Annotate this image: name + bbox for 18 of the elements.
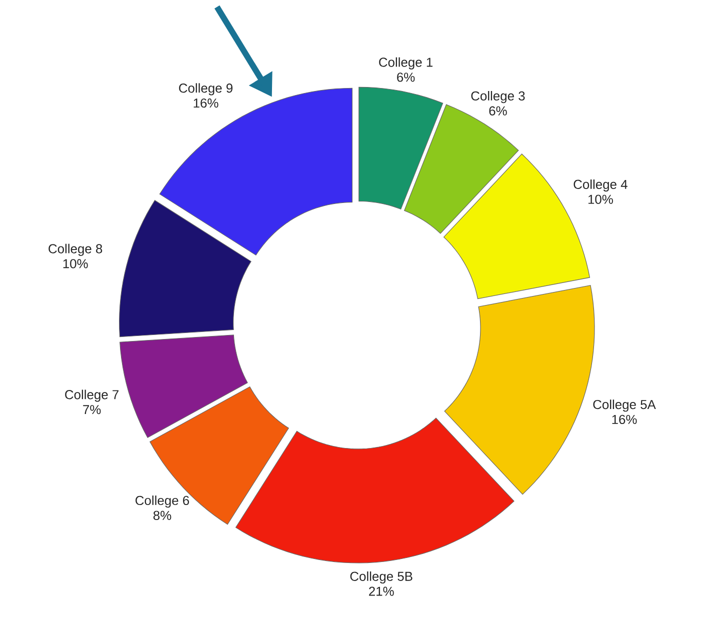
slice-label: College 5B [350,571,412,584]
slice-label: College 4 [574,179,628,192]
slice-label: College 7 [65,390,118,402]
data-label: 10% [63,259,88,268]
slice-label: College 5A [593,400,656,412]
data-label: 6% [489,106,507,116]
data-label: 16% [194,98,218,108]
data-label: 21% [369,586,394,596]
slice-label: College 8 [48,244,102,256]
data-label: 8% [153,510,172,520]
slice-label: College 3 [471,90,525,104]
data-label: 7% [83,405,101,414]
slice-label: College 9 [179,83,232,96]
data-label: 16% [612,414,637,424]
slice-label: College 6 [136,496,190,508]
slice-label: College 1 [379,57,432,70]
data-label: 6% [397,72,415,82]
data-label: 10% [588,194,613,204]
